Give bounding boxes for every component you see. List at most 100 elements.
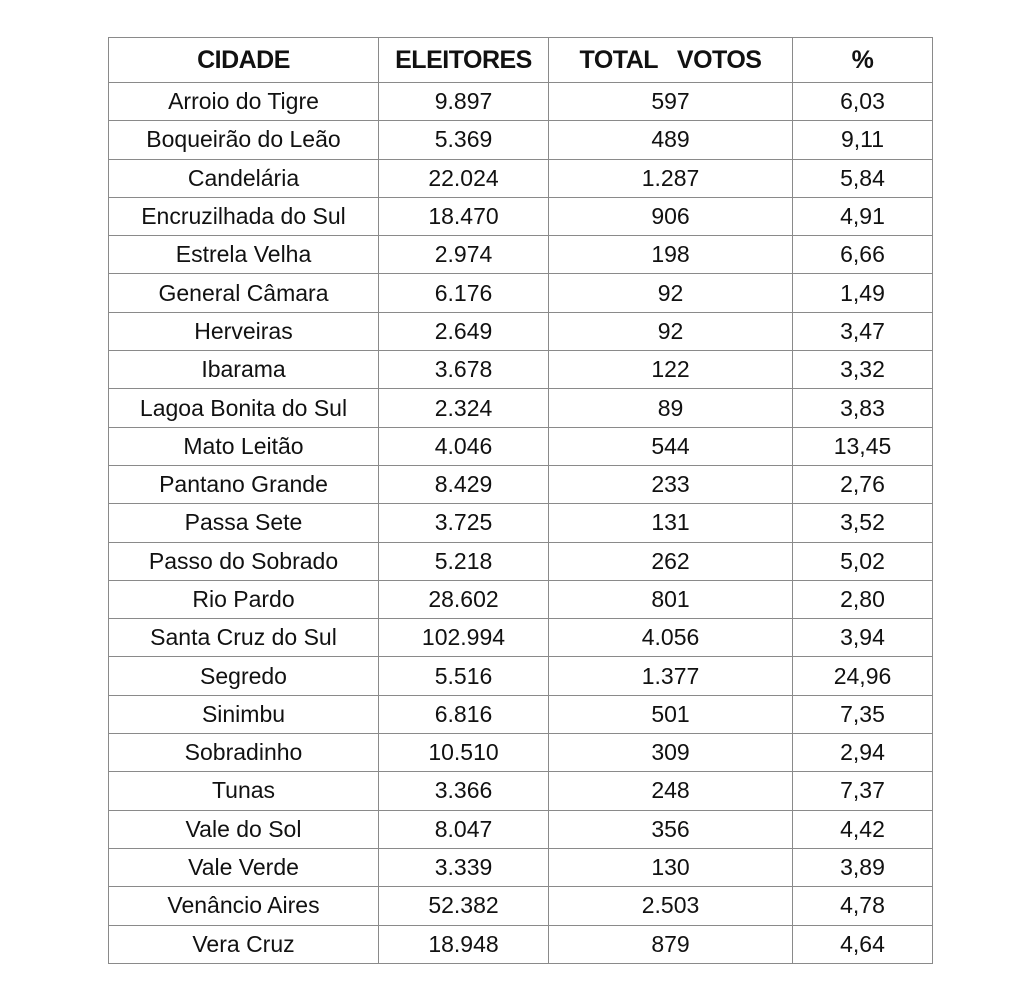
cell-total-votos: 262 bbox=[548, 541, 793, 581]
header-total-votos: TOTAL VOTOS bbox=[548, 37, 793, 83]
cell-percent: 4,64 bbox=[792, 924, 933, 964]
cell-percent: 5,02 bbox=[792, 541, 933, 581]
table-row: Vale Verde 3.339 130 3,89 bbox=[108, 847, 933, 888]
table-row: Candelária 22.024 1.287 5,84 bbox=[108, 158, 933, 198]
cell-cidade: Encruzilhada do Sul bbox=[108, 196, 379, 237]
cell-eleitores: 22.024 bbox=[378, 158, 549, 198]
cell-cidade: Candelária bbox=[108, 158, 379, 198]
cell-percent: 4,42 bbox=[792, 809, 933, 849]
table-row: Santa Cruz do Sul 102.994 4.056 3,94 bbox=[108, 618, 933, 658]
cell-cidade: Passa Sete bbox=[108, 503, 379, 543]
cell-eleitores: 8.429 bbox=[378, 464, 549, 505]
table-row: Sobradinho 10.510 309 2,94 bbox=[108, 733, 933, 773]
cell-eleitores: 3.366 bbox=[378, 771, 549, 811]
cell-cidade: Herveiras bbox=[108, 311, 379, 352]
election-results-table: CIDADE ELEITORES TOTAL VOTOS % Arroio do… bbox=[108, 37, 933, 964]
cell-cidade: Estrela Velha bbox=[108, 235, 379, 275]
cell-percent: 7,37 bbox=[792, 771, 933, 811]
cell-cidade: Mato Leitão bbox=[108, 426, 379, 466]
cell-eleitores: 8.047 bbox=[378, 809, 549, 849]
cell-eleitores: 52.382 bbox=[378, 886, 549, 926]
cell-percent: 4,91 bbox=[792, 196, 933, 237]
cell-eleitores: 6.176 bbox=[378, 273, 549, 313]
cell-total-votos: 544 bbox=[548, 426, 793, 466]
table-row: Arroio do Tigre 9.897 597 6,03 bbox=[108, 81, 933, 122]
cell-percent: 2,80 bbox=[792, 579, 933, 620]
cell-eleitores: 102.994 bbox=[378, 618, 549, 658]
cell-percent: 3,47 bbox=[792, 311, 933, 352]
header-row: CIDADE ELEITORES TOTAL VOTOS % bbox=[108, 37, 933, 83]
cell-percent: 3,32 bbox=[792, 350, 933, 390]
cell-eleitores: 18.470 bbox=[378, 196, 549, 237]
table-body: Arroio do Tigre 9.897 597 6,03 Boqueirão do … bbox=[108, 81, 933, 964]
cell-total-votos: 906 bbox=[548, 196, 793, 237]
cell-total-votos: 2.503 bbox=[548, 886, 793, 926]
cell-eleitores: 18.948 bbox=[378, 924, 549, 964]
cell-cidade: Tunas bbox=[108, 771, 379, 811]
cell-percent: 9,11 bbox=[792, 120, 933, 160]
cell-eleitores: 2.324 bbox=[378, 388, 549, 428]
cell-total-votos: 92 bbox=[548, 311, 793, 352]
table-row: Herveiras 2.649 92 3,47 bbox=[108, 311, 933, 352]
cell-percent: 2,76 bbox=[792, 464, 933, 505]
cell-cidade: Pantano Grande bbox=[108, 464, 379, 505]
cell-eleitores: 6.816 bbox=[378, 694, 549, 735]
cell-cidade: Passo do Sobrado bbox=[108, 541, 379, 581]
table-row: Vera Cruz 18.948 879 4,64 bbox=[108, 924, 933, 964]
table-row: Venâncio Aires 52.382 2.503 4,78 bbox=[108, 886, 933, 926]
cell-eleitores: 3.678 bbox=[378, 350, 549, 390]
cell-cidade: Vera Cruz bbox=[108, 924, 379, 964]
cell-total-votos: 879 bbox=[548, 924, 793, 964]
cell-cidade: Sobradinho bbox=[108, 733, 379, 773]
cell-total-votos: 501 bbox=[548, 694, 793, 735]
table-row: Ibarama 3.678 122 3,32 bbox=[108, 350, 933, 390]
table-row: Mato Leitão 4.046 544 13,45 bbox=[108, 426, 933, 466]
cell-eleitores: 2.974 bbox=[378, 235, 549, 275]
cell-eleitores: 4.046 bbox=[378, 426, 549, 466]
cell-cidade: Lagoa Bonita do Sul bbox=[108, 388, 379, 428]
cell-eleitores: 5.516 bbox=[378, 656, 549, 696]
cell-eleitores: 9.897 bbox=[378, 81, 549, 122]
cell-percent: 6,03 bbox=[792, 81, 933, 122]
cell-cidade: Venâncio Aires bbox=[108, 886, 379, 926]
cell-percent: 7,35 bbox=[792, 694, 933, 735]
cell-percent: 5,84 bbox=[792, 158, 933, 198]
cell-percent: 6,66 bbox=[792, 235, 933, 275]
cell-cidade: Vale do Sol bbox=[108, 809, 379, 849]
cell-cidade: Rio Pardo bbox=[108, 579, 379, 620]
cell-percent: 3,52 bbox=[792, 503, 933, 543]
cell-eleitores: 28.602 bbox=[378, 579, 549, 620]
table-row: Lagoa Bonita do Sul 2.324 89 3,83 bbox=[108, 388, 933, 428]
cell-total-votos: 89 bbox=[548, 388, 793, 428]
table-row: Boqueirão do Leão 5.369 489 9,11 bbox=[108, 120, 933, 160]
cell-cidade: Arroio do Tigre bbox=[108, 81, 379, 122]
cell-total-votos: 1.287 bbox=[548, 158, 793, 198]
table-row: Sinimbu 6.816 501 7,35 bbox=[108, 694, 933, 735]
cell-percent: 13,45 bbox=[792, 426, 933, 466]
cell-total-votos: 4.056 bbox=[548, 618, 793, 658]
table-row: Rio Pardo 28.602 801 2,80 bbox=[108, 579, 933, 620]
cell-total-votos: 233 bbox=[548, 464, 793, 505]
cell-percent: 1,49 bbox=[792, 273, 933, 313]
table-row: Tunas 3.366 248 7,37 bbox=[108, 771, 933, 811]
header-percent: % bbox=[792, 37, 933, 83]
table-row: Segredo 5.516 1.377 24,96 bbox=[108, 656, 933, 696]
cell-percent: 3,89 bbox=[792, 847, 933, 888]
cell-cidade: Boqueirão do Leão bbox=[108, 120, 379, 160]
cell-total-votos: 309 bbox=[548, 733, 793, 773]
cell-percent: 4,78 bbox=[792, 886, 933, 926]
cell-eleitores: 10.510 bbox=[378, 733, 549, 773]
cell-total-votos: 131 bbox=[548, 503, 793, 543]
cell-eleitores: 5.218 bbox=[378, 541, 549, 581]
cell-total-votos: 1.377 bbox=[548, 656, 793, 696]
cell-total-votos: 489 bbox=[548, 120, 793, 160]
header-eleitores: ELEITORES bbox=[378, 37, 549, 83]
table-row: Passa Sete 3.725 131 3,52 bbox=[108, 503, 933, 543]
cell-eleitores: 3.725 bbox=[378, 503, 549, 543]
cell-cidade: Ibarama bbox=[108, 350, 379, 390]
table-row: General Câmara 6.176 92 1,49 bbox=[108, 273, 933, 313]
cell-percent: 24,96 bbox=[792, 656, 933, 696]
cell-total-votos: 122 bbox=[548, 350, 793, 390]
cell-cidade: Sinimbu bbox=[108, 694, 379, 735]
cell-cidade: Segredo bbox=[108, 656, 379, 696]
